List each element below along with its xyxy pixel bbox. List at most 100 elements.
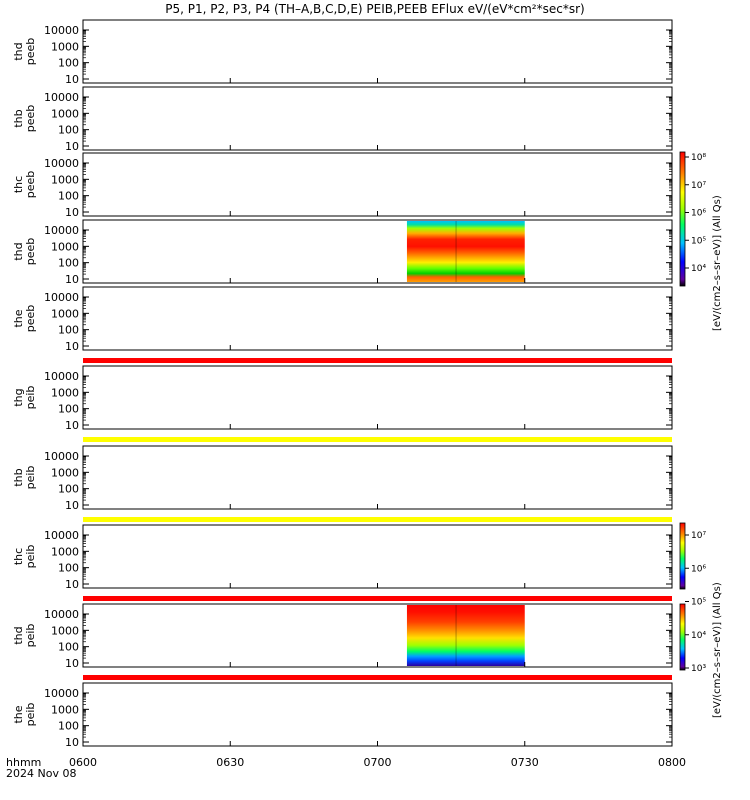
spectrogram-data xyxy=(406,221,525,282)
x-axis-date: 2024 Nov 08 xyxy=(6,767,76,780)
y-tick-label: 10 xyxy=(65,499,79,512)
panel-probe-label: thg xyxy=(12,388,25,406)
panel-product-label: peeb xyxy=(24,238,37,266)
colorbar-tick-label: 10⁵ xyxy=(691,236,706,246)
y-tick-label: 100 xyxy=(58,641,79,654)
panel-10: 10 100 1000 10000 the peib xyxy=(12,682,673,749)
spectrogram-data xyxy=(406,605,525,666)
y-tick-label: 100 xyxy=(58,257,79,270)
x-tick-label: 0630 xyxy=(216,756,244,769)
panel-7: 10 100 1000 10000 thb peib xyxy=(12,445,673,522)
y-tick-label: 1000 xyxy=(51,40,79,53)
colorbar-ion-label: [eV/(cm2–s–sr–eV)] (All Qs) xyxy=(712,582,723,718)
panel-6: 10 100 1000 10000 thg peib xyxy=(12,365,673,442)
y-tick-label: 10 xyxy=(65,140,79,153)
panel-9: 10 100 1000 10000 thd peib xyxy=(12,603,673,680)
figure-title: P5, P1, P2, P3, P4 (TH–A,B,C,D,E) PEIB,P… xyxy=(165,2,584,16)
colorbar-electron-label: [eV/(cm2–s–sr–eV)] (All Qs) xyxy=(712,195,723,331)
y-tick-label: 100 xyxy=(58,562,79,575)
y-tick-label: 10000 xyxy=(44,24,79,37)
y-tick-label: 1000 xyxy=(51,240,79,253)
panel-frame xyxy=(82,603,673,668)
y-tick-label: 100 xyxy=(58,483,79,496)
y-tick-label: 1000 xyxy=(51,107,79,120)
x-axis: hhmm 2024 Nov 08 0600 0630 0700 0730 0800 xyxy=(6,756,686,780)
panel-product-label: peib xyxy=(24,624,37,648)
y-tick-label: 100 xyxy=(58,57,79,70)
panel-frame xyxy=(82,445,673,510)
panel-product-label: peib xyxy=(24,545,37,569)
y-tick-label: 1000 xyxy=(51,624,79,637)
panel-5: 10 100 1000 10000 the peeb xyxy=(12,286,673,363)
panel-frame xyxy=(82,365,673,430)
panel-product-label: peeb xyxy=(24,171,37,199)
colorbar-ion-gradient xyxy=(679,522,686,590)
y-tick-label: 1000 xyxy=(51,173,79,186)
colorbar-ion-ticks: 10⁷ 10⁶ 10⁵ 10⁴ 10³ xyxy=(685,531,706,674)
colorbar-electron: 10⁸ 10⁷ 10⁶ 10⁵ 10⁴ [eV/(cm2–s–sr–eV)] (All … xyxy=(679,151,723,331)
panel-probe-label: thc xyxy=(12,176,25,193)
panel-frame xyxy=(82,682,673,747)
y-tick-label: 10 xyxy=(65,578,79,591)
colorbar-tick-label: 10⁴ xyxy=(691,264,706,274)
panel-product-label: peeb xyxy=(24,38,37,66)
x-tick-label: 0600 xyxy=(69,756,97,769)
panel-frame xyxy=(82,19,673,84)
y-tick-label: 100 xyxy=(58,403,79,416)
panel-probe-label: thd xyxy=(12,242,25,260)
panel-probe-label: the xyxy=(12,309,25,327)
y-tick-label: 10000 xyxy=(44,224,79,237)
x-tick-label: 0800 xyxy=(658,756,686,769)
y-tick-label: 10000 xyxy=(44,370,79,383)
y-tick-label: 10000 xyxy=(44,608,79,621)
panel-probe-label: thb xyxy=(12,109,25,127)
y-tick-label: 10 xyxy=(65,657,79,670)
quality-flag-bar xyxy=(83,596,672,601)
y-tick-label: 10000 xyxy=(44,157,79,170)
panel-2: 10 100 1000 10000 thb peeb xyxy=(12,86,673,153)
x-tick-label: 0700 xyxy=(364,756,392,769)
panel-8: 10 100 1000 10000 thc peib xyxy=(12,524,673,601)
y-tick-label: 10000 xyxy=(44,687,79,700)
colorbar-ion: 10⁷ 10⁶ 10⁵ 10⁴ 10³ [eV/(cm2–s–sr–eV)] (All … xyxy=(679,522,723,718)
panel-product-label: peeb xyxy=(24,105,37,133)
colorbar-tick-label: 10⁵ xyxy=(691,598,706,608)
panel-product-label: peib xyxy=(24,466,37,490)
colorbar-electron-gradient xyxy=(679,151,686,287)
panel-product-label: peib xyxy=(24,703,37,727)
panel-4: 10 100 1000 10000 thd peeb xyxy=(12,219,673,286)
y-tick-label: 10000 xyxy=(44,450,79,463)
colorbar-tick-label: 10⁴ xyxy=(691,631,706,641)
x-tick-label: 0730 xyxy=(511,756,539,769)
y-tick-label: 100 xyxy=(58,190,79,203)
colorbar-tick-label: 10⁶ xyxy=(691,209,706,219)
y-tick-label: 10000 xyxy=(44,91,79,104)
panel-probe-label: thb xyxy=(12,468,25,486)
panel-product-label: peib xyxy=(24,386,37,410)
y-tick-label: 10 xyxy=(65,419,79,432)
panel-1: 10 100 1000 10000 thd peeb xyxy=(12,19,673,86)
quality-flag-bar xyxy=(83,675,672,680)
panel-frame xyxy=(82,86,673,151)
y-tick-label: 10 xyxy=(65,340,79,353)
panel-3: 10 100 1000 10000 thc peeb xyxy=(12,152,673,219)
quality-flag-bar xyxy=(83,358,672,363)
y-tick-label: 1000 xyxy=(51,307,79,320)
y-tick-label: 1000 xyxy=(51,466,79,479)
colorbar-ion-gradient-2 xyxy=(679,603,686,671)
y-tick-label: 100 xyxy=(58,124,79,137)
y-tick-label: 1000 xyxy=(51,703,79,716)
panel-probe-label: thd xyxy=(12,626,25,644)
y-tick-label: 10 xyxy=(65,273,79,286)
x-axis-label: hhmm xyxy=(6,756,41,769)
y-tick-label: 1000 xyxy=(51,386,79,399)
panel-probe-label: thc xyxy=(12,548,25,565)
panel-frame xyxy=(82,524,673,589)
panel-frame xyxy=(82,286,673,351)
panel-probe-label: thd xyxy=(12,42,25,60)
colorbar-tick-label: 10⁷ xyxy=(691,531,706,541)
y-tick-label: 100 xyxy=(58,324,79,337)
panel-product-label: peeb xyxy=(24,305,37,333)
colorbar-tick-label: 10³ xyxy=(691,664,706,674)
